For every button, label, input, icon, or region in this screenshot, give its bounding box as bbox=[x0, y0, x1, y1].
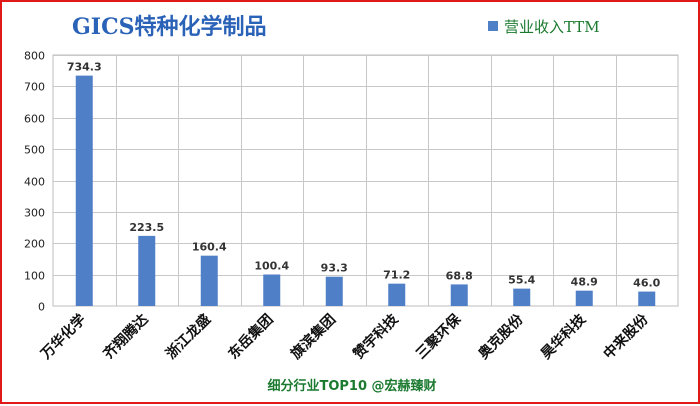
bar bbox=[263, 274, 281, 306]
bar bbox=[513, 288, 531, 306]
chart-legend: 营业收入TTM bbox=[488, 16, 600, 36]
data-label: 160.4 bbox=[192, 241, 227, 254]
y-tick-label: 400 bbox=[24, 176, 45, 189]
x-category-label: 中来股份 bbox=[600, 310, 652, 362]
y-tick-label: 100 bbox=[24, 270, 45, 283]
y-tick-label: 300 bbox=[24, 207, 45, 220]
y-tick-label: 500 bbox=[24, 144, 45, 157]
bar bbox=[200, 255, 218, 306]
y-tick-label: 600 bbox=[24, 113, 45, 126]
data-label: 223.5 bbox=[129, 221, 164, 234]
y-tick-label: 0 bbox=[38, 301, 45, 314]
bar bbox=[575, 290, 593, 306]
x-category-label: 赞宇科技 bbox=[349, 310, 402, 363]
x-category-label: 奥克股份 bbox=[475, 310, 527, 362]
x-category-label: 东岳集团 bbox=[225, 311, 277, 363]
data-label: 734.3 bbox=[67, 61, 102, 74]
x-category-label: 齐翔腾达 bbox=[100, 311, 152, 363]
chart-title: GICS特种化学制品 bbox=[72, 14, 267, 40]
chart-footer: 细分行业TOP10 @宏赫臻财 bbox=[267, 379, 437, 394]
data-label: 71.2 bbox=[383, 269, 410, 282]
x-category-label: 万华化学 bbox=[37, 311, 89, 363]
bar bbox=[75, 75, 93, 306]
y-tick-label: 800 bbox=[24, 50, 45, 63]
x-category-label: 浙江龙盛 bbox=[162, 311, 214, 363]
data-label: 48.9 bbox=[571, 276, 598, 289]
data-label: 93.3 bbox=[321, 262, 348, 275]
x-category-label: 三聚环保 bbox=[412, 310, 464, 362]
bar bbox=[388, 283, 406, 306]
data-label: 46.0 bbox=[633, 277, 660, 290]
data-label: 68.8 bbox=[446, 269, 473, 282]
x-category-label: 旗滨集团 bbox=[287, 311, 339, 363]
data-label: 100.4 bbox=[254, 259, 289, 272]
x-category-label: 昊华科技 bbox=[537, 310, 589, 362]
bar bbox=[138, 235, 156, 306]
bar bbox=[325, 276, 343, 306]
legend-swatch bbox=[488, 21, 498, 31]
y-tick-label: 700 bbox=[24, 81, 45, 94]
bar bbox=[450, 284, 468, 306]
bar bbox=[638, 291, 656, 306]
data-label: 55.4 bbox=[508, 274, 535, 287]
legend-label: 营业收入TTM bbox=[504, 17, 600, 36]
y-tick-label: 200 bbox=[24, 238, 45, 251]
